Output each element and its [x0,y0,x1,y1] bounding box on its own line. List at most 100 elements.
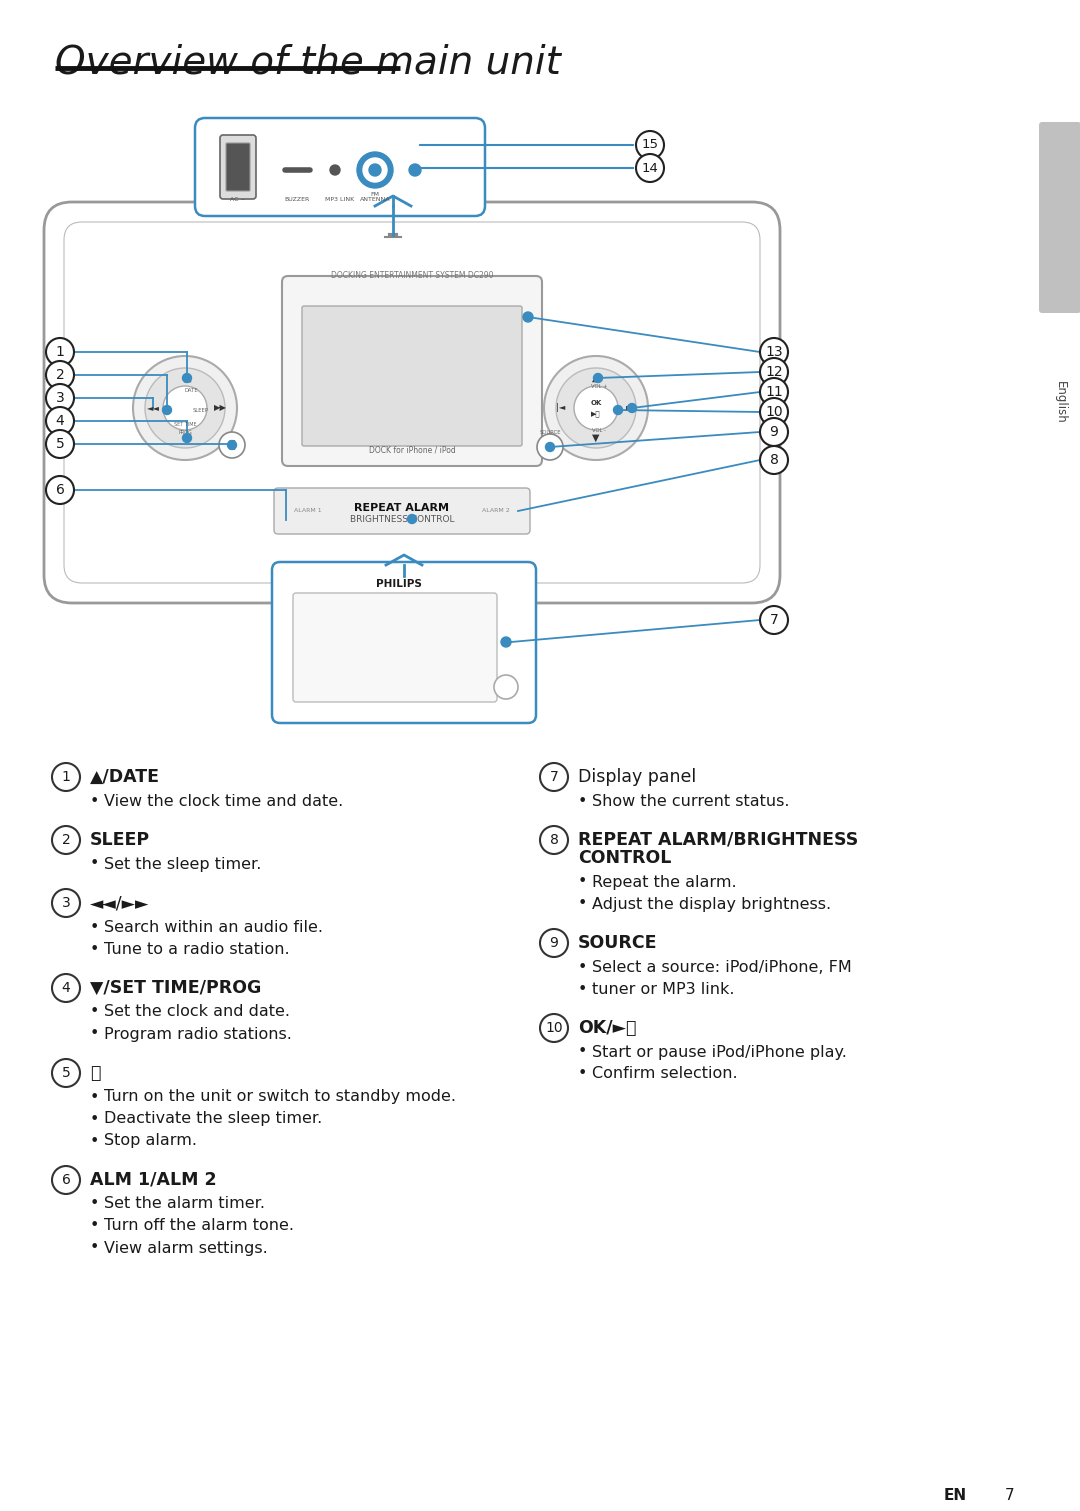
Circle shape [46,384,75,413]
Text: ◄◄/►►: ◄◄/►► [90,895,149,913]
Circle shape [501,638,511,647]
Text: SOURCE: SOURCE [539,431,561,435]
Text: Display panel: Display panel [578,768,697,786]
Text: ►|: ►| [626,403,636,413]
Text: ▼/SET TIME/PROG: ▼/SET TIME/PROG [90,979,261,997]
Text: 9: 9 [770,425,779,440]
Text: OK/►⏸: OK/►⏸ [578,1018,636,1037]
Circle shape [540,827,568,854]
Circle shape [540,1014,568,1043]
Text: Stop alarm.: Stop alarm. [104,1133,197,1148]
Circle shape [52,1166,80,1194]
Circle shape [613,405,622,414]
Text: AC ~: AC ~ [230,196,246,202]
Text: 7: 7 [1005,1488,1014,1503]
Circle shape [760,397,788,426]
Text: •: • [578,896,586,911]
Circle shape [760,419,788,446]
Circle shape [760,606,788,635]
Circle shape [52,888,80,917]
Text: 1: 1 [55,345,65,360]
Text: REPEAT ALARM/BRIGHTNESS: REPEAT ALARM/BRIGHTNESS [578,831,859,849]
Text: ▶⏸: ▶⏸ [591,411,600,417]
FancyBboxPatch shape [1039,122,1080,313]
Text: •: • [90,1112,98,1127]
Circle shape [627,403,636,413]
Circle shape [183,434,191,443]
Text: VOL -: VOL - [592,428,606,432]
Text: |◄: |◄ [556,403,566,413]
Circle shape [523,311,534,322]
FancyBboxPatch shape [282,277,542,465]
Circle shape [636,154,664,181]
Circle shape [162,405,172,414]
Text: BUZZER: BUZZER [284,196,310,202]
Text: •: • [90,1026,98,1041]
Circle shape [145,369,225,447]
Text: 4: 4 [62,981,70,996]
Circle shape [540,763,568,790]
Circle shape [556,369,636,447]
Text: SLEEP: SLEEP [90,831,150,849]
Text: ⏻: ⏻ [229,440,235,450]
Circle shape [636,131,664,159]
Circle shape [545,443,554,452]
Circle shape [52,975,80,1002]
Text: ▼: ▼ [185,434,192,443]
Text: •: • [578,875,586,890]
Circle shape [409,165,421,175]
Text: Program radio stations.: Program radio stations. [104,1026,292,1041]
FancyBboxPatch shape [302,307,522,446]
Text: •: • [90,1218,98,1233]
Text: 13: 13 [766,345,783,360]
Text: •: • [90,920,98,934]
Text: 1: 1 [62,771,70,784]
Text: ▲: ▲ [592,373,599,382]
Text: Set the clock and date.: Set the clock and date. [104,1005,291,1020]
Text: PHILIPS: PHILIPS [376,579,422,589]
Circle shape [357,153,393,187]
FancyBboxPatch shape [44,202,780,603]
FancyBboxPatch shape [272,562,536,722]
Text: •: • [90,1089,98,1105]
Text: Select a source: iPod/iPhone, FM: Select a source: iPod/iPhone, FM [592,959,852,975]
Text: PROG: PROG [178,429,192,435]
Circle shape [46,431,75,458]
Circle shape [363,159,387,181]
Text: •: • [578,982,586,996]
Text: 10: 10 [766,405,783,419]
Text: Set the sleep timer.: Set the sleep timer. [104,857,261,872]
Circle shape [46,406,75,435]
Text: 4: 4 [56,414,65,428]
Text: ALARM 2: ALARM 2 [482,509,510,514]
Text: tuner or MP3 link.: tuner or MP3 link. [592,982,734,996]
Text: OK: OK [591,400,602,406]
Circle shape [219,432,245,458]
Text: •: • [90,857,98,872]
Text: Turn off the alarm tone.: Turn off the alarm tone. [104,1218,294,1233]
Text: •: • [90,941,98,956]
Circle shape [540,929,568,956]
Text: SOURCE: SOURCE [578,934,658,952]
FancyBboxPatch shape [293,592,497,703]
Circle shape [369,165,381,175]
Circle shape [760,338,788,366]
Circle shape [760,358,788,385]
Text: •: • [90,1133,98,1148]
Text: Tune to a radio station.: Tune to a radio station. [104,941,289,956]
Text: 9: 9 [550,935,558,950]
Text: SLEEP: SLEEP [193,408,208,413]
Text: English: English [1053,381,1067,423]
Text: Set the alarm timer.: Set the alarm timer. [104,1197,265,1212]
Text: ▶▶: ▶▶ [214,403,227,413]
Text: 5: 5 [62,1065,70,1080]
Circle shape [228,441,237,449]
Circle shape [330,165,340,175]
Circle shape [544,357,648,459]
Circle shape [760,446,788,474]
Text: FM
ANTENNA: FM ANTENNA [360,192,390,202]
FancyBboxPatch shape [220,134,256,199]
Text: Turn on the unit or switch to standby mode.: Turn on the unit or switch to standby mo… [104,1089,456,1105]
Text: DOCK for iPhone / iPod: DOCK for iPhone / iPod [368,446,456,455]
Text: 8: 8 [770,453,779,467]
